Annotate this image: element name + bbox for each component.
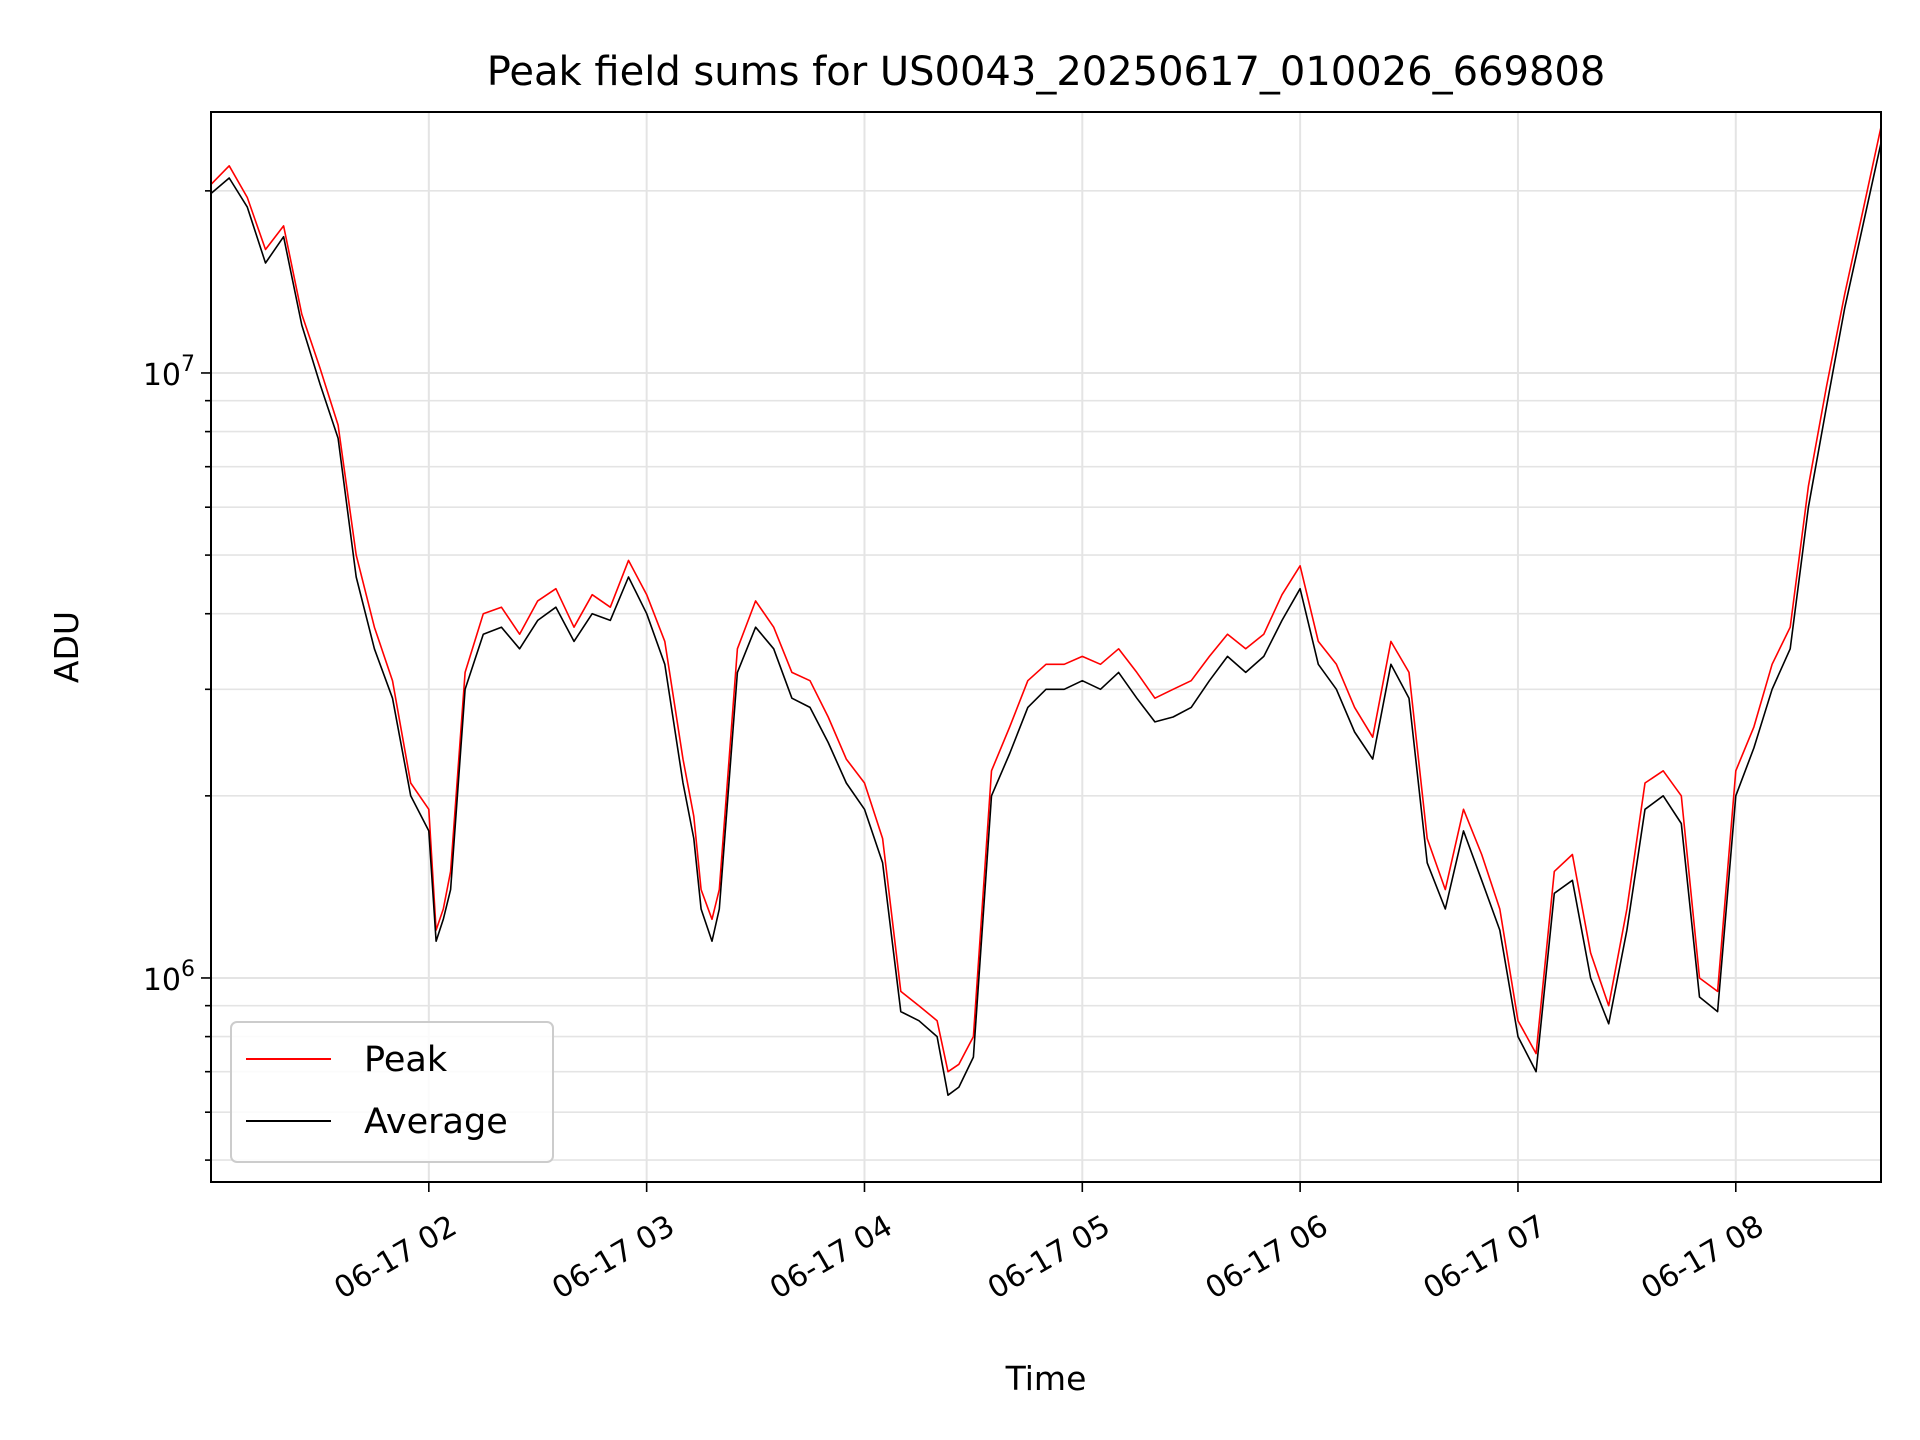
x-axis: 06-17 02 06-17 03 06-17 04 06-17 05 06-17 06… bbox=[329, 1182, 1770, 1306]
chart-title: Peak field sums for US0043_20250617_0100… bbox=[487, 49, 1606, 95]
x-tick-label: 06-17 02 bbox=[329, 1209, 463, 1307]
y-tick-label: 107 bbox=[143, 352, 195, 393]
grid bbox=[211, 112, 1881, 1182]
legend-label-average: Average bbox=[364, 1102, 508, 1142]
x-tick-label: 06-17 04 bbox=[764, 1209, 898, 1307]
x-tick-label: 06-17 06 bbox=[1200, 1209, 1334, 1307]
y-tick-label: 106 bbox=[143, 957, 195, 998]
series-line-peak bbox=[210, 126, 1882, 1073]
legend: Peak Average bbox=[230, 1021, 554, 1163]
x-tick-label: 06-17 03 bbox=[546, 1209, 680, 1307]
series-line-average bbox=[210, 142, 1882, 1096]
y-axis-label: ADU bbox=[47, 611, 86, 683]
x-tick-label: 06-17 08 bbox=[1635, 1209, 1769, 1307]
plot-frame bbox=[210, 111, 1882, 1183]
x-tick-label: 06-17 07 bbox=[1418, 1209, 1552, 1307]
legend-label-peak: Peak bbox=[364, 1040, 448, 1080]
legend-box bbox=[230, 1021, 554, 1163]
y-axis: 106 107 bbox=[143, 190, 211, 1161]
series-layer bbox=[210, 126, 1882, 1096]
x-axis-label: Time bbox=[1005, 1359, 1087, 1398]
x-tick-label: 06-17 05 bbox=[982, 1209, 1116, 1307]
